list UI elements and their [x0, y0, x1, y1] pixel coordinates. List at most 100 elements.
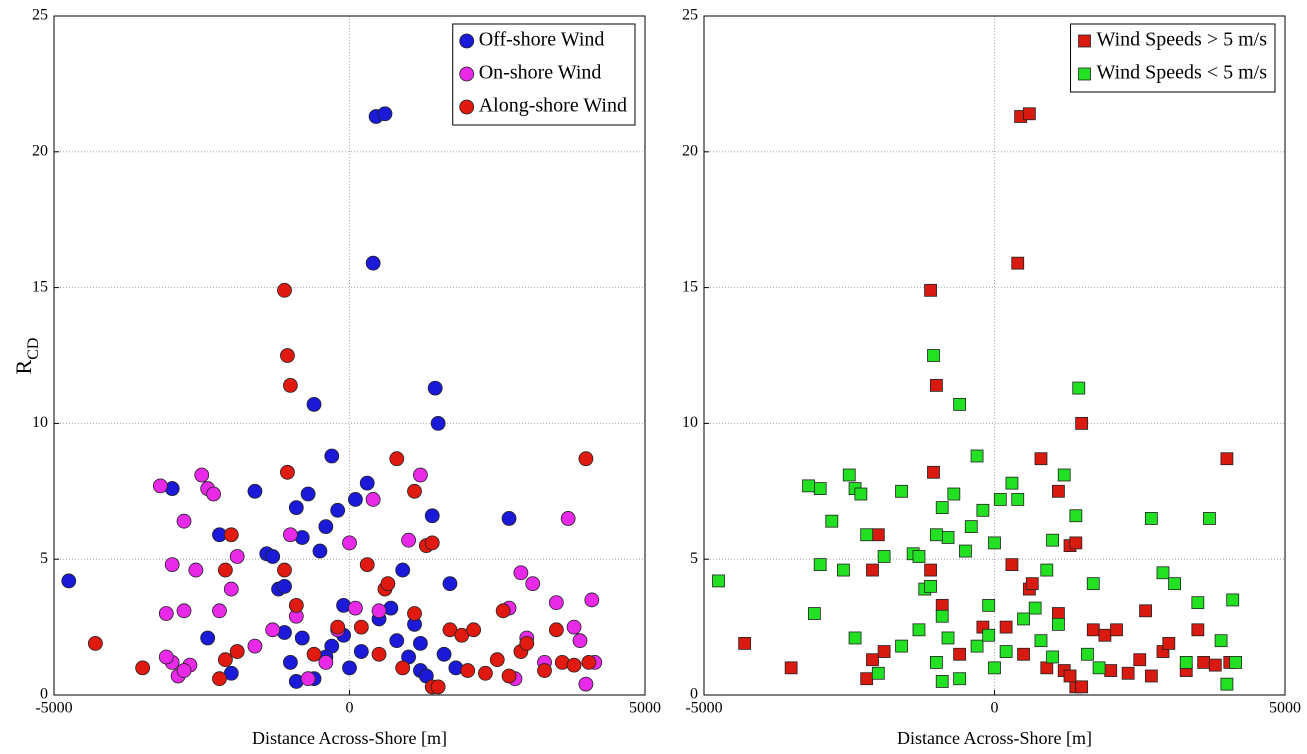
x-axis-label: Distance Across-Shore [m] [897, 728, 1092, 748]
legend-marker [1078, 67, 1091, 81]
point [424, 508, 440, 524]
point [1052, 484, 1065, 498]
point [265, 549, 281, 564]
point [924, 579, 937, 593]
point [407, 483, 422, 499]
point [1156, 566, 1170, 580]
point [988, 536, 1001, 550]
point [924, 283, 937, 297]
point [407, 606, 422, 621]
point [430, 679, 446, 695]
point [1046, 650, 1059, 664]
point [1179, 656, 1193, 669]
point [970, 639, 984, 653]
point [1214, 634, 1228, 648]
point [860, 528, 874, 542]
x-tick-label: -5000 [35, 700, 72, 717]
point [413, 467, 428, 483]
point [294, 630, 310, 646]
point [1104, 664, 1118, 677]
point [460, 663, 476, 678]
point [581, 655, 597, 670]
point [1040, 661, 1054, 675]
point [848, 631, 862, 645]
point [427, 380, 443, 396]
point [1025, 577, 1039, 591]
point [152, 478, 168, 494]
point [999, 645, 1013, 658]
point [424, 535, 440, 551]
point [941, 531, 955, 544]
point [164, 557, 180, 573]
point [842, 468, 856, 482]
point [324, 448, 340, 464]
point [318, 655, 334, 670]
point [712, 574, 725, 588]
point [478, 665, 493, 681]
point [1040, 563, 1054, 577]
point [176, 513, 192, 529]
point [807, 607, 821, 620]
legend: Wind Speeds > 5 m/s Wind Speeds < 5 m/s [1070, 23, 1276, 93]
axes-frame [53, 15, 646, 696]
point [501, 668, 517, 684]
point [330, 619, 346, 635]
point [413, 635, 428, 651]
point [176, 663, 192, 678]
point [1197, 656, 1211, 669]
point [895, 484, 908, 498]
point [1144, 669, 1158, 683]
point [941, 631, 955, 645]
point [395, 660, 411, 676]
point [223, 581, 239, 597]
point [513, 565, 529, 581]
point [1005, 558, 1019, 572]
point [371, 603, 387, 619]
legend-label: Along-shore Wind [479, 95, 627, 117]
point [548, 595, 564, 611]
x-tick-label: 5000 [1269, 700, 1301, 717]
point [282, 377, 298, 393]
point [566, 657, 582, 673]
y-tick-label: 20 [32, 142, 48, 159]
point [342, 660, 357, 676]
point [342, 535, 357, 551]
point [247, 638, 263, 654]
point [525, 576, 541, 592]
point [566, 619, 582, 635]
point [825, 514, 839, 528]
point [935, 598, 949, 612]
point [348, 600, 363, 616]
point [1034, 452, 1048, 466]
point [277, 578, 292, 594]
point [353, 619, 369, 635]
point [300, 486, 316, 502]
point [436, 646, 452, 662]
point [924, 563, 937, 577]
y-tick-label: 0 [40, 686, 48, 703]
x-tick-label: 0 [346, 700, 354, 717]
point [935, 675, 949, 688]
point [1208, 658, 1222, 672]
point [489, 652, 505, 668]
legend-marker [1078, 34, 1091, 48]
point [188, 562, 204, 578]
point [359, 557, 375, 573]
point [584, 592, 600, 608]
point [964, 520, 978, 534]
y-tick-label: 10 [32, 414, 48, 431]
point [912, 623, 926, 637]
point [318, 519, 334, 535]
point [1191, 623, 1205, 637]
point [1144, 512, 1158, 525]
point [135, 660, 151, 676]
point [999, 620, 1013, 634]
y-tick-label: 10 [682, 414, 698, 431]
x-tick-label: 5000 [629, 700, 661, 717]
point [380, 576, 396, 592]
point [854, 487, 868, 501]
y-tick-label: 15 [32, 278, 48, 295]
point [1168, 577, 1182, 591]
point [537, 663, 552, 678]
